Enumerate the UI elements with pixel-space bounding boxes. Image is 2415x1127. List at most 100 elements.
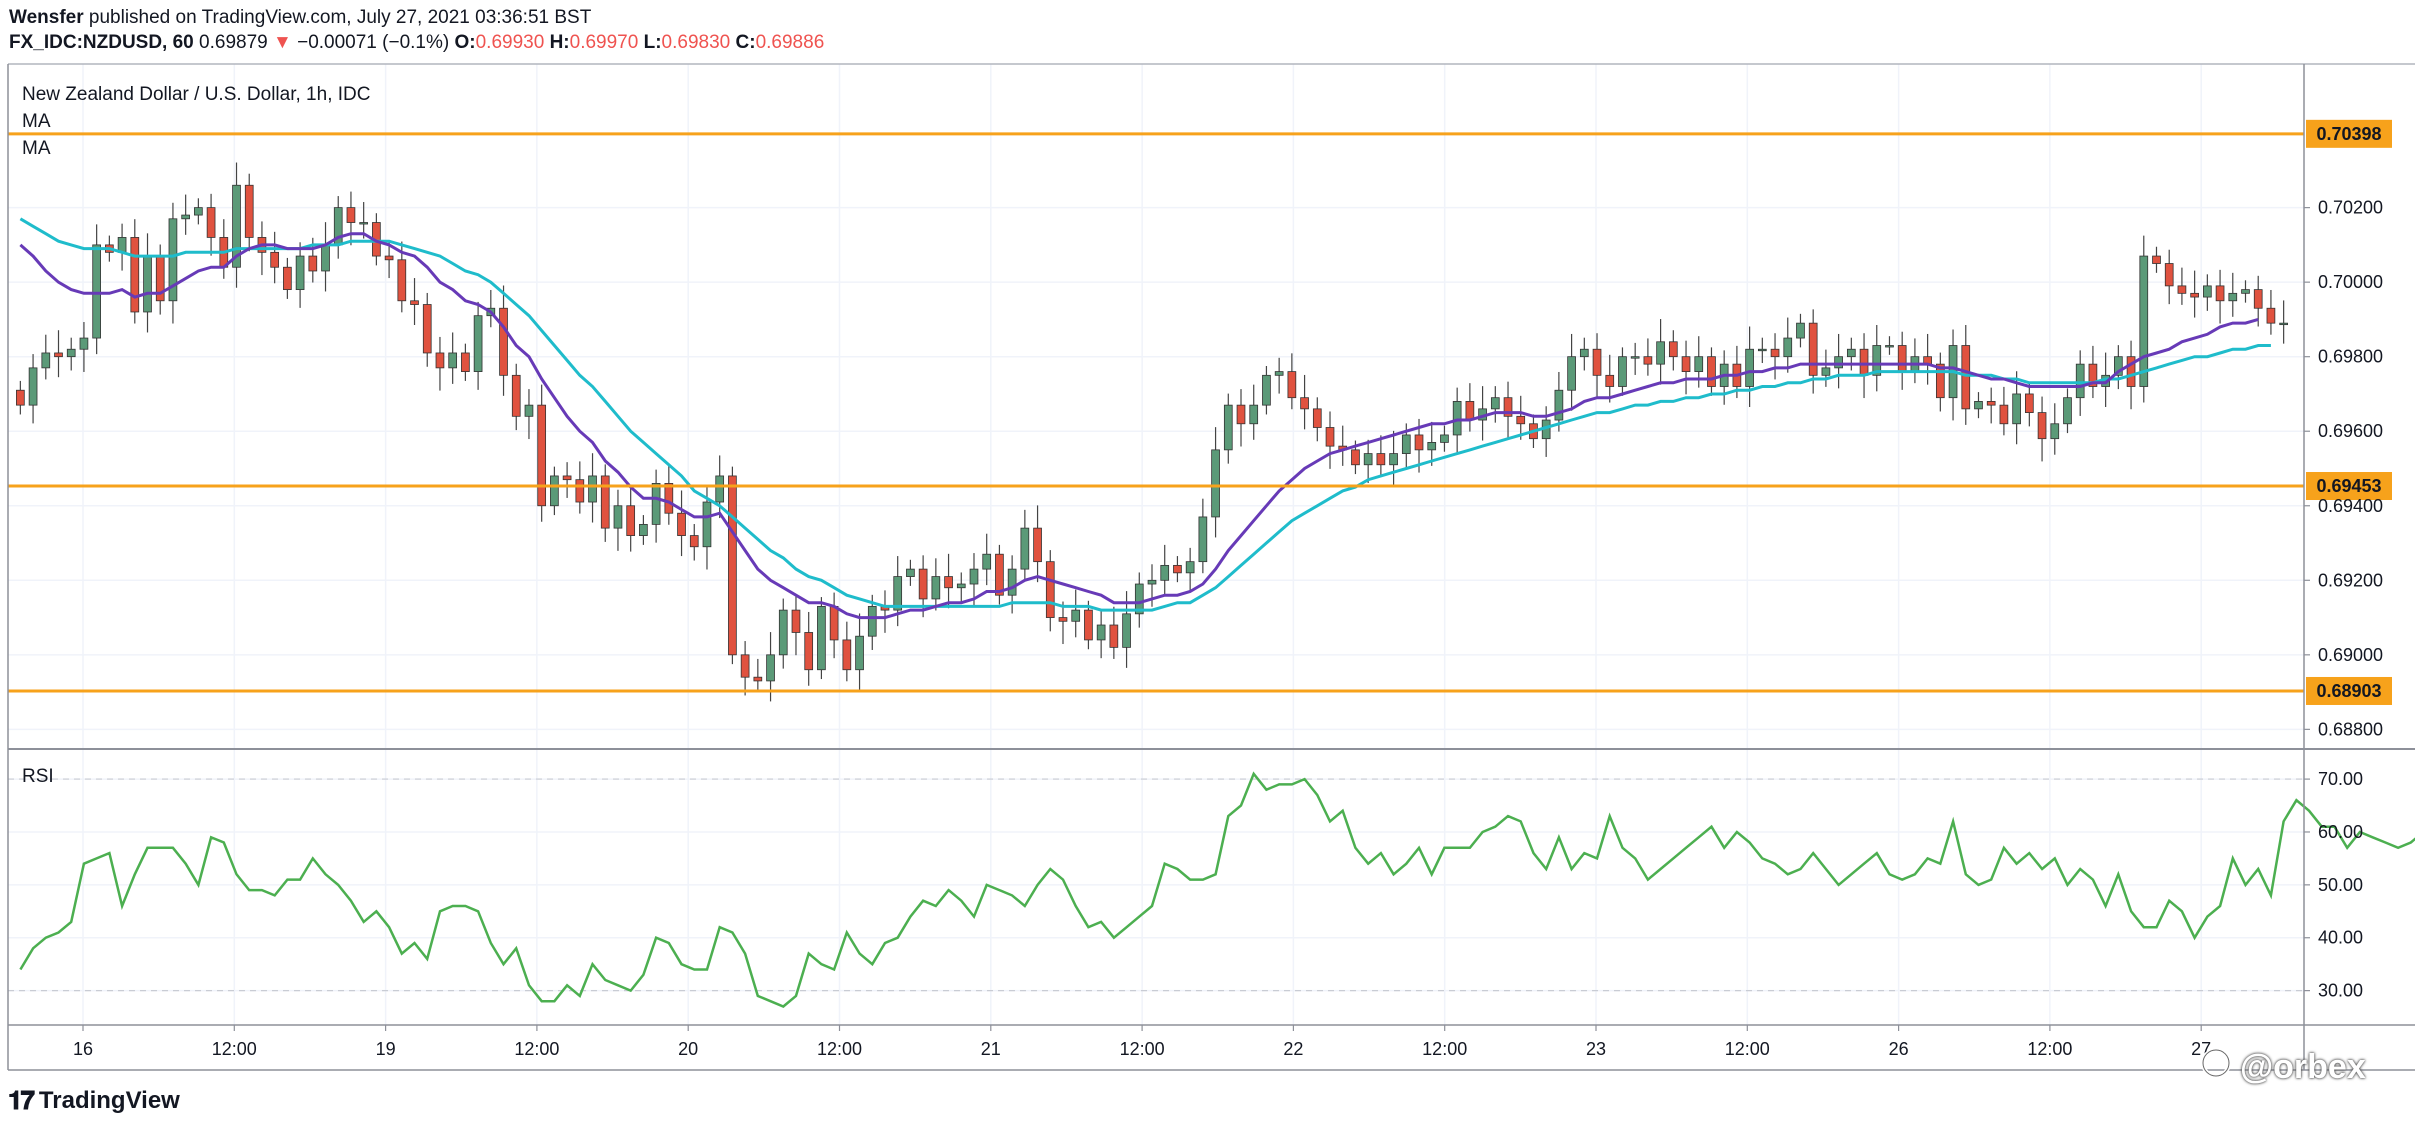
candle-down: [2088, 363, 2098, 387]
candle-down: [537, 404, 547, 507]
tradingview-footer[interactable]: 𝟏𝟕 TradingView: [8, 1085, 180, 1116]
candle-up: [1020, 527, 1030, 570]
candle-up: [1134, 583, 1144, 615]
orbex-watermark: @orbex: [2196, 1042, 2366, 1092]
candle-up: [1579, 348, 1589, 358]
candle-down: [804, 632, 814, 671]
candle-up: [550, 475, 559, 507]
candle-down: [1058, 617, 1068, 622]
time-tick-label: 12:00: [1422, 1039, 1467, 1059]
tradingview-brand: TradingView: [38, 1087, 180, 1114]
time-tick-label: 21: [981, 1039, 1001, 1059]
candle-up: [1745, 348, 1754, 387]
time-tick-label: 20: [678, 1039, 698, 1059]
candle-up: [473, 315, 483, 372]
candle-up: [168, 218, 178, 302]
candle-down: [130, 237, 140, 313]
candle-up: [359, 222, 369, 225]
candle-up: [906, 568, 915, 577]
candle-down: [422, 304, 432, 354]
time-tick-label: 12:00: [1725, 1039, 1770, 1059]
candle-down: [1109, 624, 1119, 648]
candle-down: [2177, 285, 2187, 294]
candle-down: [689, 535, 699, 548]
close-label: C:: [735, 32, 756, 53]
candle-up: [1363, 453, 1373, 466]
candle-up: [321, 244, 330, 272]
rsi-grid: [8, 750, 2304, 1025]
candle-up: [1452, 401, 1462, 436]
candle-down: [995, 553, 1004, 596]
level-price-label: 0.70398: [2316, 124, 2381, 144]
candle-up: [1783, 337, 1793, 358]
price-tick-label: 0.68800: [2318, 719, 2383, 739]
low-value: 0.69830: [661, 32, 731, 53]
candle-down: [1033, 527, 1042, 563]
candle-down: [206, 207, 216, 238]
candle-down: [1986, 401, 1996, 406]
candle-down: [511, 374, 521, 417]
candle-up: [2050, 423, 2060, 440]
candle-down: [244, 184, 254, 238]
rsi-axis[interactable]: 70.00 60.00 50.00 40.00 30.00: [2304, 769, 2363, 1001]
candle-up: [2279, 322, 2288, 326]
time-tick-label: 12:00: [514, 1039, 559, 1059]
candle-up: [715, 475, 725, 503]
candle-down: [1236, 404, 1246, 425]
time-tick-label: 26: [1889, 1039, 1909, 1059]
price-tick-label: 0.69800: [2318, 347, 2383, 367]
level-price-tag: [2306, 472, 2392, 501]
candle-up: [1554, 389, 1564, 421]
candle-down: [1516, 415, 1526, 425]
price-tick-label: 0.69200: [2318, 570, 2383, 590]
candle-up: [639, 523, 648, 536]
candle-up: [1834, 356, 1843, 369]
level-price-label: 0.68903: [2316, 681, 2381, 701]
time-tick-label: 12:00: [212, 1039, 257, 1059]
candle-up: [1821, 367, 1831, 376]
candle-down: [1287, 371, 1297, 399]
time-axis[interactable]: 16 12:00 19 12:00 20 12:00 21 12:00 22 12:00 23 12:…: [73, 1025, 2211, 1059]
candle-down: [1808, 322, 1818, 376]
horizontal-levels: 0.70398 0.69453 0.68903: [8, 119, 2392, 705]
candle-down: [1770, 348, 1780, 358]
rsi-pane-title: RSI: [22, 766, 54, 787]
candle-down: [728, 475, 737, 656]
candle-down: [664, 482, 674, 514]
candle-down: [2190, 292, 2199, 298]
ma-indicator-label: MA: [22, 111, 51, 132]
candle-up: [778, 609, 788, 656]
rsi-tick-label: 60.00: [2318, 822, 2363, 842]
candle-down: [1897, 345, 1907, 372]
candle-up: [41, 352, 51, 369]
candle-down: [2037, 412, 2047, 440]
low-label: L:: [643, 32, 662, 53]
candle-up: [1389, 453, 1398, 466]
candle-up: [1262, 374, 1271, 406]
price-axis[interactable]: 0.70200 0.70000 0.69800 0.69600 0.69400 0.692…: [2304, 198, 2383, 740]
candle-up: [2228, 292, 2238, 302]
candle-up: [1274, 371, 1284, 376]
close-value: 0.69886: [755, 32, 825, 53]
price-tick-label: 0.69400: [2318, 496, 2383, 516]
time-tick-label: 23: [1586, 1039, 1606, 1059]
candle-up: [1656, 341, 1665, 365]
ma-slow-line: [19, 217, 2271, 612]
candle-up: [1147, 579, 1157, 585]
candle-up: [1885, 345, 1894, 348]
candle-up: [28, 367, 38, 406]
moving-averages-layer: [19, 217, 2271, 620]
candle-up: [1185, 561, 1195, 574]
candle-down: [575, 479, 585, 503]
candle-down: [791, 609, 801, 633]
candle-up: [2139, 255, 2149, 387]
candle-up: [931, 576, 941, 600]
candle-up: [1427, 442, 1437, 451]
candle-down: [54, 352, 63, 358]
candle-down: [2024, 393, 2034, 413]
open-label: O:: [454, 32, 476, 53]
candle-up: [194, 207, 203, 216]
rsi-tick-label: 40.00: [2318, 928, 2363, 948]
symbol-info: FX_IDC:NZDUSD, 60 0.69879 ▼ −0.00071 (−0…: [9, 30, 2399, 56]
